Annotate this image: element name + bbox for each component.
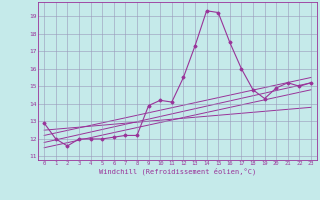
X-axis label: Windchill (Refroidissement éolien,°C): Windchill (Refroidissement éolien,°C) [99,168,256,175]
